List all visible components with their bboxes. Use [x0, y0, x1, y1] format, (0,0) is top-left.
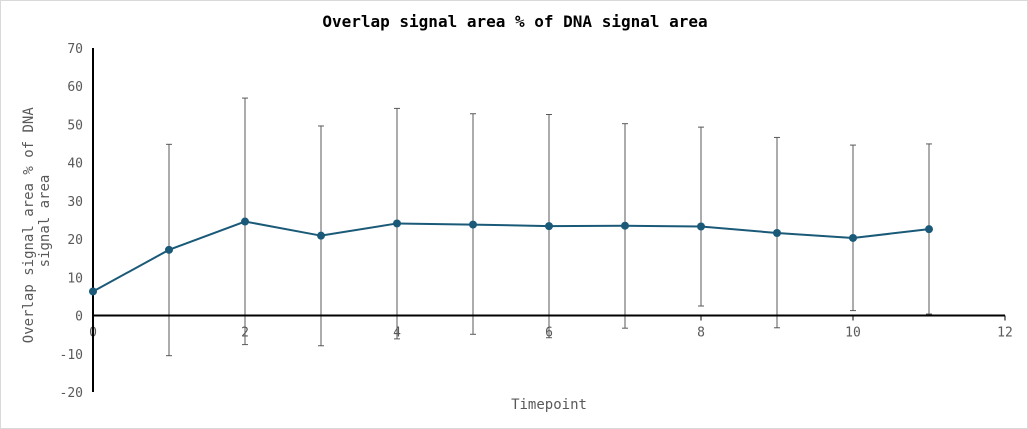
data-point [773, 228, 781, 237]
x-axis-ticks: 024681012 [89, 315, 1013, 341]
data-point [849, 233, 857, 242]
y-tick-label: 30 [67, 195, 83, 210]
y-tick-label: -20 [60, 386, 83, 401]
data-point [393, 219, 401, 228]
data-point [241, 217, 249, 226]
y-tick-label: 0 [75, 310, 83, 325]
y-axis-ticks: -20 -10 0 10 20 30 40 50 60 70 [60, 42, 83, 401]
data-point [89, 287, 97, 296]
y-tick-label: 40 [67, 157, 83, 172]
axes [92, 48, 1005, 392]
data-point [545, 222, 553, 231]
x-tick-label: 8 [697, 326, 705, 341]
y-tick-label: 60 [67, 80, 83, 95]
chart-title: Overlap signal area % of DNA signal area [322, 12, 707, 31]
y-tick-label: 20 [67, 233, 83, 248]
data-point [621, 221, 629, 230]
data-point [697, 222, 705, 231]
y-tick-label: -10 [60, 348, 83, 363]
data-point [469, 220, 477, 229]
data-point [165, 245, 173, 254]
x-tick-label: 12 [997, 326, 1013, 341]
y-axis-title-line-2: signal area [37, 175, 53, 268]
data-series [89, 217, 933, 296]
data-point [925, 225, 933, 234]
y-tick-label: 50 [67, 118, 83, 133]
y-tick-label: 70 [67, 42, 83, 57]
data-point [317, 231, 325, 240]
y-tick-label: 10 [67, 271, 83, 286]
series-line [92, 220, 930, 293]
x-tick-label: 10 [845, 326, 861, 341]
y-axis-title-group: Overlap signal area % of DNA signal area [21, 99, 53, 344]
x-axis-title: Timepoint [511, 397, 587, 413]
svg-text:Overlap signal area % of DNA: Overlap signal area % of DNA signal area [21, 99, 53, 343]
y-axis-title-line-1: Overlap signal area % of DNA [21, 107, 37, 344]
